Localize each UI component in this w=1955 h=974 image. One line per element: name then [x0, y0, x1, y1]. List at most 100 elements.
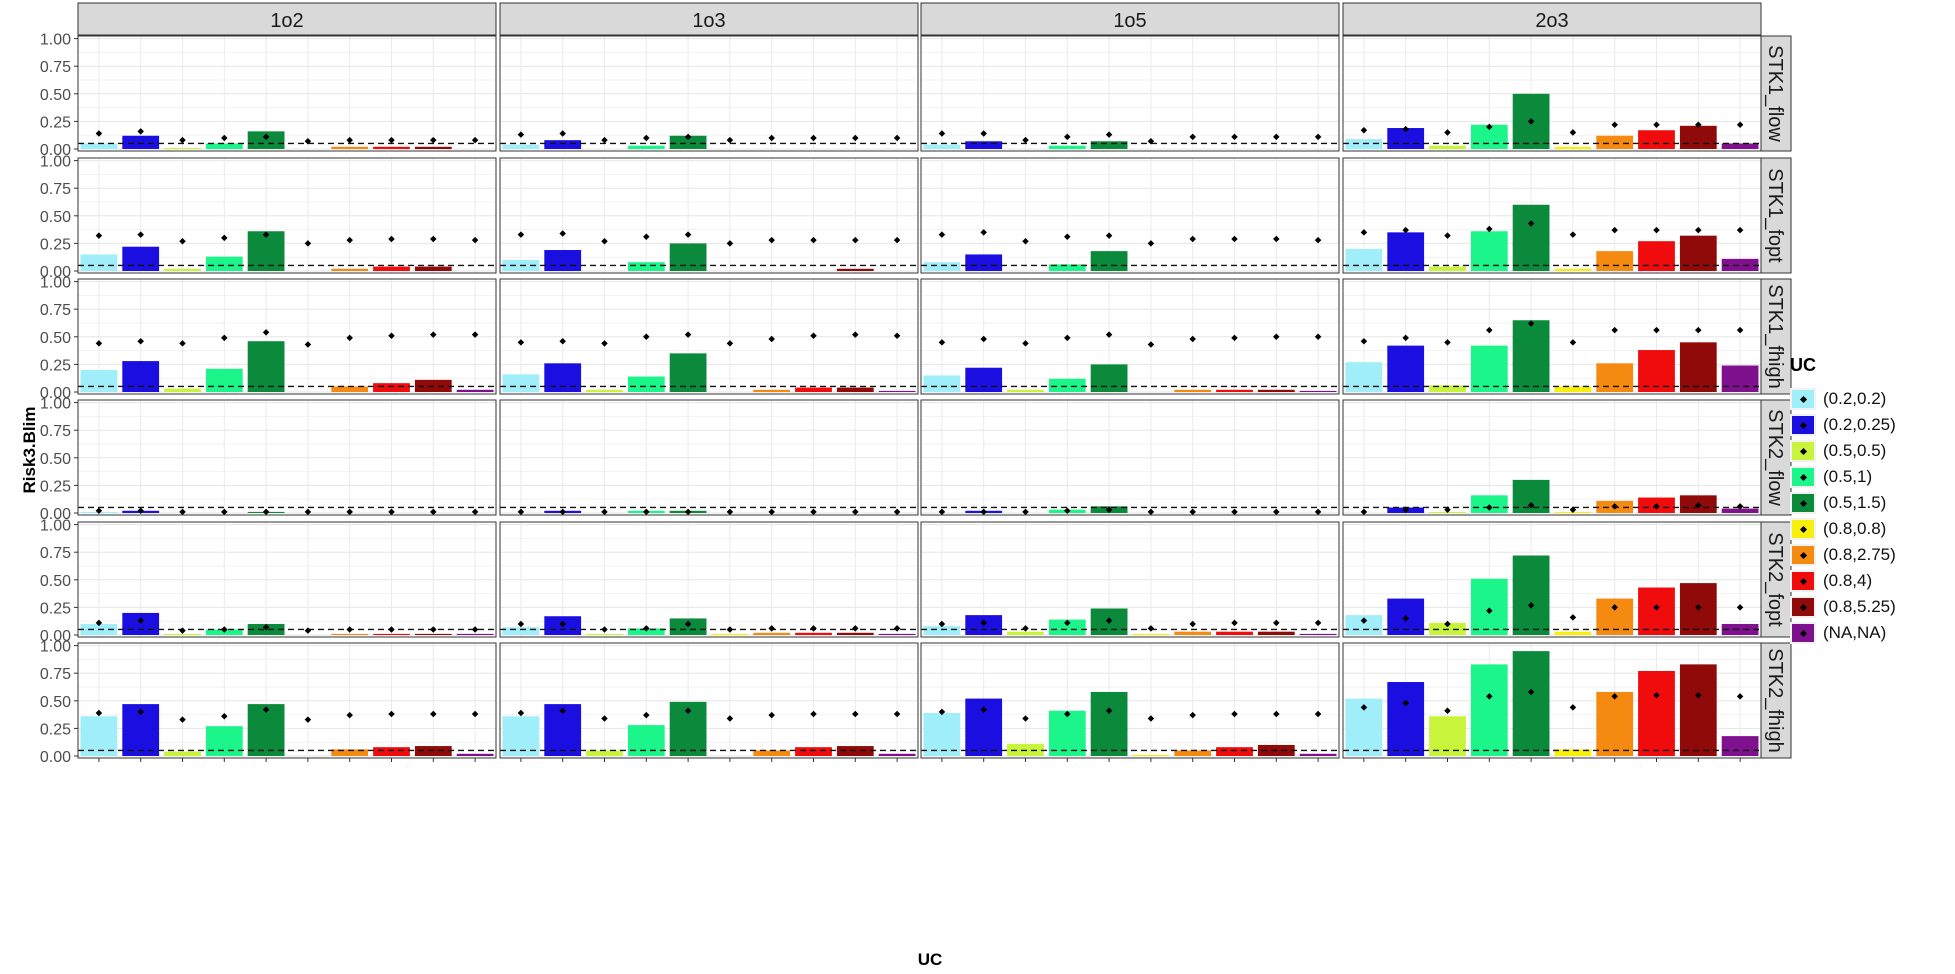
- point-STK2_flow-1o5-2: [1022, 508, 1029, 516]
- bar-STK2_fhigh-1o5-0: [923, 712, 961, 756]
- facet-label-STK1_flow: STK1_flow: [1764, 45, 1786, 142]
- bar-STK2_fopt-1o5-2: [1007, 631, 1044, 635]
- bar-STK1_fopt-1o3-8: [836, 268, 874, 271]
- point-STK2_fhigh-1o3-3: [643, 711, 650, 719]
- legend-label: (0.2,0.25): [1823, 415, 1896, 434]
- point-STK2_fhigh-1o3-6: [768, 711, 775, 719]
- bar-STK1_fhigh-1o3-3: [627, 376, 665, 392]
- bar-STK2_fopt-2o3-4: [1512, 555, 1550, 635]
- facet-label-STK1_fhigh: STK1_fhigh: [1764, 284, 1786, 389]
- point-STK1_fopt-1o3-9: [893, 236, 901, 244]
- y-tick-label: 1.00: [40, 154, 71, 171]
- point-STK2_flow-1o2-9: [471, 508, 479, 516]
- y-tick-label: 1.00: [40, 32, 71, 49]
- point-STK2_fhigh-1o2-7: [388, 710, 395, 718]
- point-STK1_flow-1o3-6: [768, 134, 775, 142]
- point-STK1_flow-1o3-7: [810, 134, 817, 142]
- point-STK1_flow-1o2-6: [346, 136, 353, 144]
- bar-STK1_flow-1o2-4: [247, 131, 285, 149]
- bar-STK1_flow-1o2-6: [331, 146, 369, 149]
- point-STK2_flow-1o3-9: [893, 508, 901, 516]
- point-STK1_fopt-1o3-4: [684, 231, 692, 238]
- y-tick-label: 0.50: [40, 87, 71, 104]
- bar-STK2_fhigh-2o3-9: [1721, 736, 1759, 756]
- bar-STK2_fopt-1o3-9: [878, 633, 916, 635]
- bar-STK1_fhigh-1o5-1: [965, 367, 1003, 392]
- legend-item: (0.2,0.2): [1790, 386, 1896, 412]
- point-STK2_fopt-1o5-1: [980, 619, 987, 627]
- point-STK1_fhigh-1o2-4: [262, 329, 270, 336]
- x-axis-title: UC: [917, 950, 943, 969]
- bar-STK1_fhigh-1o5-9: [1299, 390, 1337, 392]
- bar-STK2_fopt-1o2-2: [164, 633, 201, 635]
- point-STK2_flow-1o2-0: [95, 507, 103, 515]
- y-axis-title: Risk3.Blim: [20, 406, 39, 494]
- bar-STK2_fhigh-1o5-7: [1216, 747, 1253, 756]
- point-STK1_fopt-1o3-5: [726, 240, 734, 247]
- point-STK1_flow-1o3-4: [684, 133, 692, 141]
- point-STK2_flow-1o3-8: [852, 508, 859, 516]
- y-tick-label: 0.25: [40, 236, 71, 253]
- point-STK2_flow-1o3-3: [643, 508, 650, 516]
- point-STK2_fopt-1o3-8: [852, 625, 859, 632]
- panel-border: [920, 399, 1340, 516]
- legend-key: [1790, 492, 1816, 514]
- bar-STK2_fopt-1o5-3: [1048, 619, 1086, 635]
- bar-STK2_fopt-1o3-8: [836, 632, 874, 635]
- legend-label: (0.5,1): [1823, 467, 1873, 486]
- bar-STK2_fopt-1o2-8: [414, 633, 452, 635]
- y-tick-label: 0.75: [40, 59, 71, 76]
- bar-STK1_flow-1o2-8: [414, 146, 452, 149]
- bar-STK1_fhigh-1o5-8: [1257, 389, 1295, 392]
- point-STK1_fhigh-1o3-7: [810, 332, 817, 339]
- bar-STK1_fhigh-2o3-9: [1721, 365, 1759, 392]
- point-STK1_fopt-1o3-0: [517, 231, 525, 238]
- bar-STK1_fopt-1o2-6: [331, 268, 369, 271]
- bar-STK1_fhigh-2o3-7: [1638, 350, 1675, 392]
- panel-border: [920, 278, 1340, 395]
- y-tick-label: 0.25: [40, 114, 71, 131]
- bar-STK2_flow-2o3-9: [1721, 508, 1759, 513]
- panel-border: [499, 157, 919, 274]
- point-STK1_fhigh-1o3-6: [768, 335, 775, 343]
- bar-STK1_fhigh-1o2-3: [205, 368, 243, 392]
- point-STK2_fhigh-1o3-9: [893, 710, 901, 718]
- panel-STK1_flow-1o5: [920, 35, 1340, 152]
- panel-STK2_fhigh-1o3: [499, 642, 919, 759]
- bar-STK1_fhigh-1o5-7: [1216, 389, 1253, 392]
- point-STK1_flow-1o3-2: [601, 136, 608, 144]
- y-tick-label: 0.75: [40, 181, 71, 198]
- bar-STK2_fopt-2o3-7: [1638, 587, 1675, 635]
- panel-border: [1342, 642, 1762, 759]
- y-tick-label: 0.50: [40, 209, 71, 226]
- bar-STK1_flow-1o3-3: [627, 145, 665, 149]
- point-STK2_fopt-1o2-0: [95, 619, 103, 627]
- bar-STK2_fopt-1o5-0: [923, 626, 961, 635]
- bar-STK2_fopt-1o3-3: [627, 628, 665, 635]
- point-STK2_fhigh-1o5-0: [938, 708, 946, 716]
- point-STK2_fhigh-1o3-2: [601, 715, 608, 722]
- bar-STK1_fhigh-1o2-1: [122, 361, 160, 392]
- panel-STK1_fhigh-1o3: [499, 278, 919, 395]
- point-STK1_flow-1o2-8: [430, 136, 437, 144]
- point-STK2_fhigh-2o3-8: [1695, 692, 1702, 699]
- legend-key: [1790, 388, 1816, 410]
- point-STK1_flow-1o2-3: [221, 134, 228, 142]
- facet-strip-STK1_flow: [1760, 35, 1792, 152]
- panel-border: [920, 642, 1340, 759]
- bar-STK1_fopt-2o3-1: [1387, 232, 1425, 271]
- bar-STK2_fhigh-1o2-2: [164, 751, 201, 756]
- bar-STK1_fopt-1o3-1: [544, 250, 582, 271]
- point-STK2_flow-1o2-5: [304, 508, 312, 516]
- point-STK1_fopt-1o3-6: [768, 236, 775, 244]
- bar-STK2_fhigh-1o5-5: [1132, 754, 1170, 756]
- panel-border: [499, 521, 919, 638]
- legend-item: (0.8,0.8): [1790, 516, 1896, 542]
- y-tick-label: 1.00: [40, 518, 71, 535]
- bar-STK1_fopt-2o3-7: [1638, 241, 1675, 271]
- point-STK2_fopt-1o2-9: [471, 626, 479, 633]
- bar-STK1_flow-2o3-6: [1596, 135, 1634, 149]
- point-STK2_fopt-1o3-0: [517, 620, 525, 628]
- bar-STK1_flow-2o3-2: [1429, 145, 1466, 149]
- bar-STK2_fopt-1o5-8: [1257, 631, 1295, 635]
